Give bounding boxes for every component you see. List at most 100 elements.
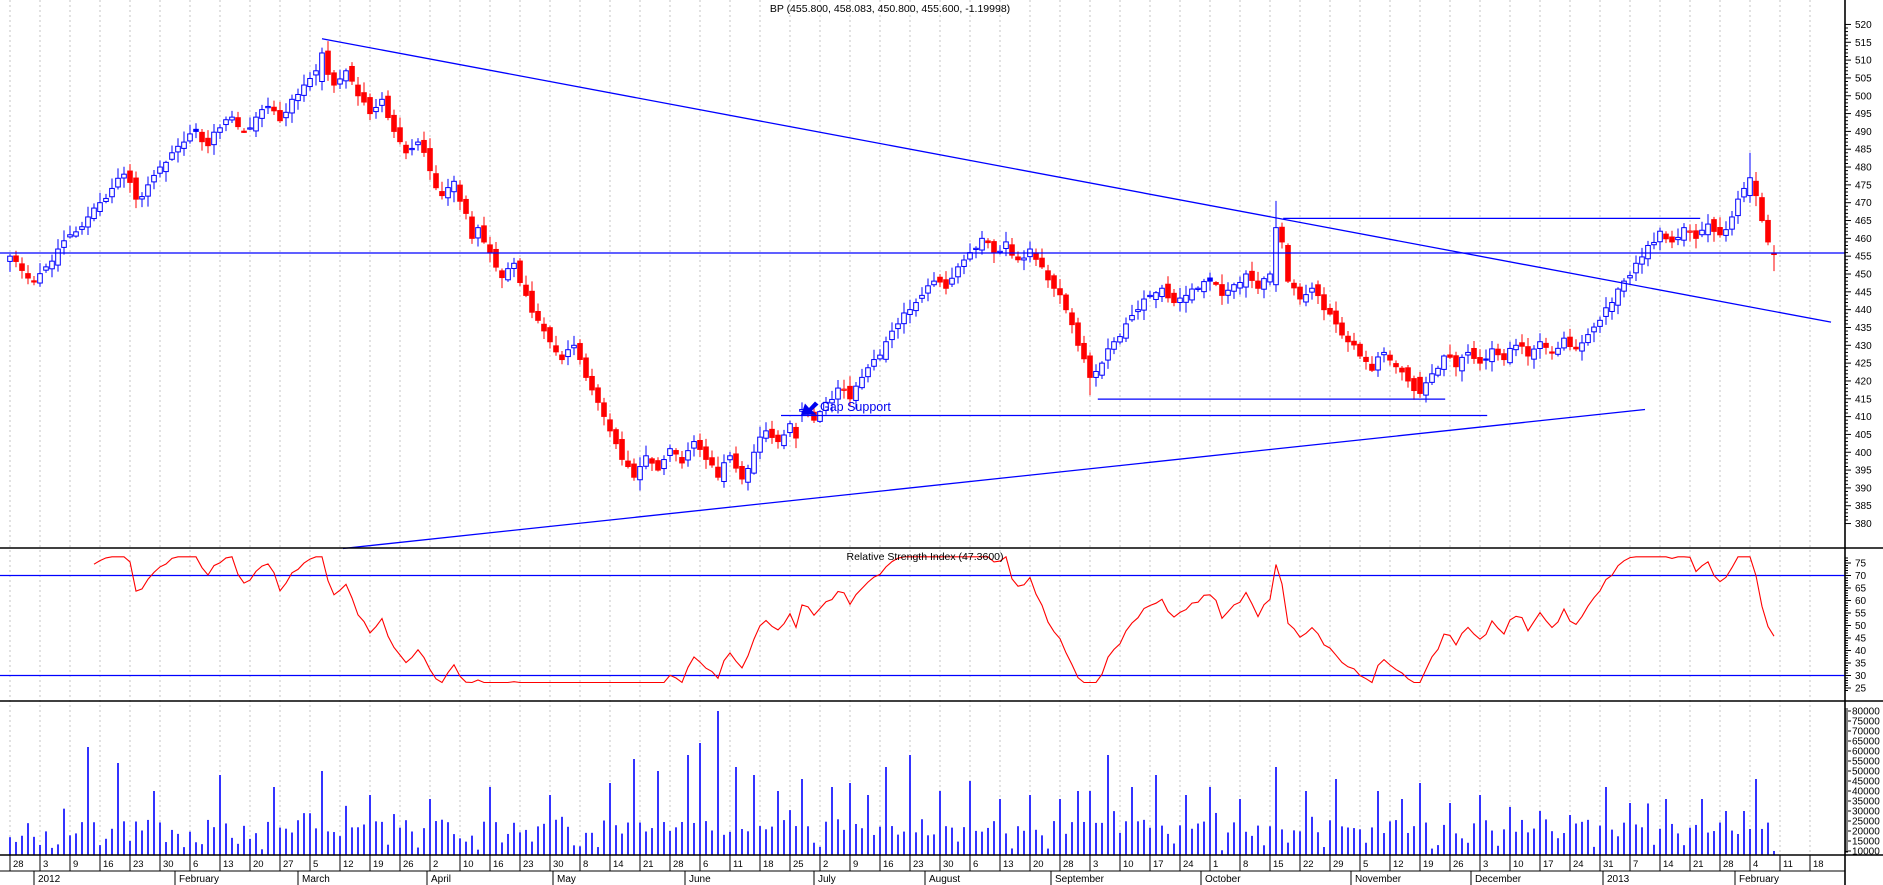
svg-text:30: 30 [1855,671,1867,682]
svg-text:395: 395 [1855,466,1872,477]
svg-text:28: 28 [1723,859,1734,870]
price-axis: 380 385 390 395 400 405 410 415 420 425 430 435 440 4… [1845,20,1872,530]
svg-text:12: 12 [343,859,354,870]
svg-text:70000: 70000 [1852,727,1880,738]
svg-text:45: 45 [1855,634,1867,645]
svg-text:19: 19 [1423,859,1434,870]
svg-text:10: 10 [1123,859,1134,870]
svg-text:1: 1 [1213,859,1218,870]
svg-text:10000: 10000 [1852,847,1880,858]
svg-text:70: 70 [1855,571,1867,582]
svg-text:405: 405 [1855,430,1872,441]
svg-text:3: 3 [43,859,48,870]
svg-text:4: 4 [1753,859,1758,870]
svg-text:25: 25 [1855,684,1867,695]
svg-text:14: 14 [1663,859,1674,870]
svg-text:September: September [1055,874,1105,885]
svg-text:6: 6 [703,859,708,870]
svg-text:29: 29 [1333,859,1344,870]
svg-text:13: 13 [1003,859,1014,870]
svg-text:420: 420 [1855,376,1872,387]
svg-text:415: 415 [1855,394,1872,405]
svg-text:6: 6 [973,859,978,870]
svg-text:455: 455 [1855,252,1872,263]
svg-text:25: 25 [793,859,804,870]
svg-text:55000: 55000 [1852,757,1880,768]
svg-text:75000: 75000 [1852,717,1880,728]
svg-text:30000: 30000 [1852,807,1880,818]
weekly-gridlines [9,0,1811,855]
svg-text:425: 425 [1855,359,1872,370]
svg-text:6: 6 [193,859,198,870]
svg-text:35: 35 [1855,659,1867,670]
svg-text:22: 22 [1303,859,1314,870]
svg-text:515: 515 [1855,38,1872,49]
svg-text:45000: 45000 [1852,777,1880,788]
svg-text:11: 11 [733,859,743,870]
svg-text:28: 28 [13,859,24,870]
svg-text:26: 26 [1453,859,1464,870]
svg-text:15: 15 [1273,859,1284,870]
svg-text:505: 505 [1855,73,1872,84]
svg-text:23: 23 [133,859,144,870]
svg-text:October: October [1205,874,1241,885]
svg-text:65000: 65000 [1852,737,1880,748]
svg-text:480: 480 [1855,163,1872,174]
gap-support-annotation[interactable]: Gap Support [820,399,891,414]
svg-text:23: 23 [523,859,534,870]
svg-text:60000: 60000 [1852,747,1880,758]
svg-text:440: 440 [1855,305,1872,316]
svg-text:410: 410 [1855,412,1872,423]
svg-text:460: 460 [1855,234,1872,245]
ascending-support[interactable] [342,408,1646,550]
svg-text:18: 18 [763,859,774,870]
svg-text:30: 30 [163,859,174,870]
svg-text:20: 20 [1033,859,1044,870]
svg-text:30: 30 [943,859,954,870]
candlestick-series [7,41,1777,491]
svg-text:8: 8 [583,859,588,870]
svg-text:5: 5 [1363,859,1368,870]
svg-text:490: 490 [1855,127,1872,138]
svg-text:80000: 80000 [1852,707,1880,718]
price-chart-title: BP (455.800, 458.083, 450.800, 455.600, … [769,3,1011,15]
svg-text:28: 28 [673,859,684,870]
trendlines-and-support-lines[interactable] [0,38,1845,550]
svg-text:April: April [431,874,451,885]
svg-text:7: 7 [1633,859,1638,870]
svg-text:May: May [557,874,576,885]
svg-text:20000: 20000 [1852,827,1880,838]
descending-resistance[interactable] [321,38,1832,323]
svg-text:27: 27 [283,859,294,870]
svg-text:510: 510 [1855,56,1872,67]
svg-text:380: 380 [1855,519,1872,530]
svg-text:55: 55 [1855,609,1867,620]
svg-text:17: 17 [1543,859,1554,870]
svg-text:2013: 2013 [1607,874,1630,885]
svg-text:8: 8 [1243,859,1248,870]
svg-text:430: 430 [1855,341,1872,352]
svg-text:50: 50 [1855,621,1867,632]
svg-text:18: 18 [1813,859,1824,870]
svg-text:9: 9 [73,859,78,870]
svg-text:28: 28 [1063,859,1074,870]
svg-text:10: 10 [1513,859,1524,870]
rsi-line [93,555,1775,684]
svg-text:December: December [1475,874,1522,885]
svg-text:November: November [1355,874,1402,885]
svg-text:75: 75 [1855,559,1867,570]
svg-text:26: 26 [403,859,414,870]
svg-text:13: 13 [223,859,234,870]
svg-text:400: 400 [1855,448,1872,459]
svg-text:465: 465 [1855,216,1872,227]
svg-text:16: 16 [493,859,504,870]
svg-text:11: 11 [1783,859,1793,870]
svg-text:485: 485 [1855,145,1872,156]
svg-text:390: 390 [1855,483,1872,494]
svg-text:40: 40 [1855,646,1867,657]
volume-axis: 1000015000200002500030000350004000045000… [1845,707,1880,858]
svg-text:16: 16 [103,859,114,870]
svg-text:February: February [179,874,219,885]
svg-text:24: 24 [1573,859,1584,870]
